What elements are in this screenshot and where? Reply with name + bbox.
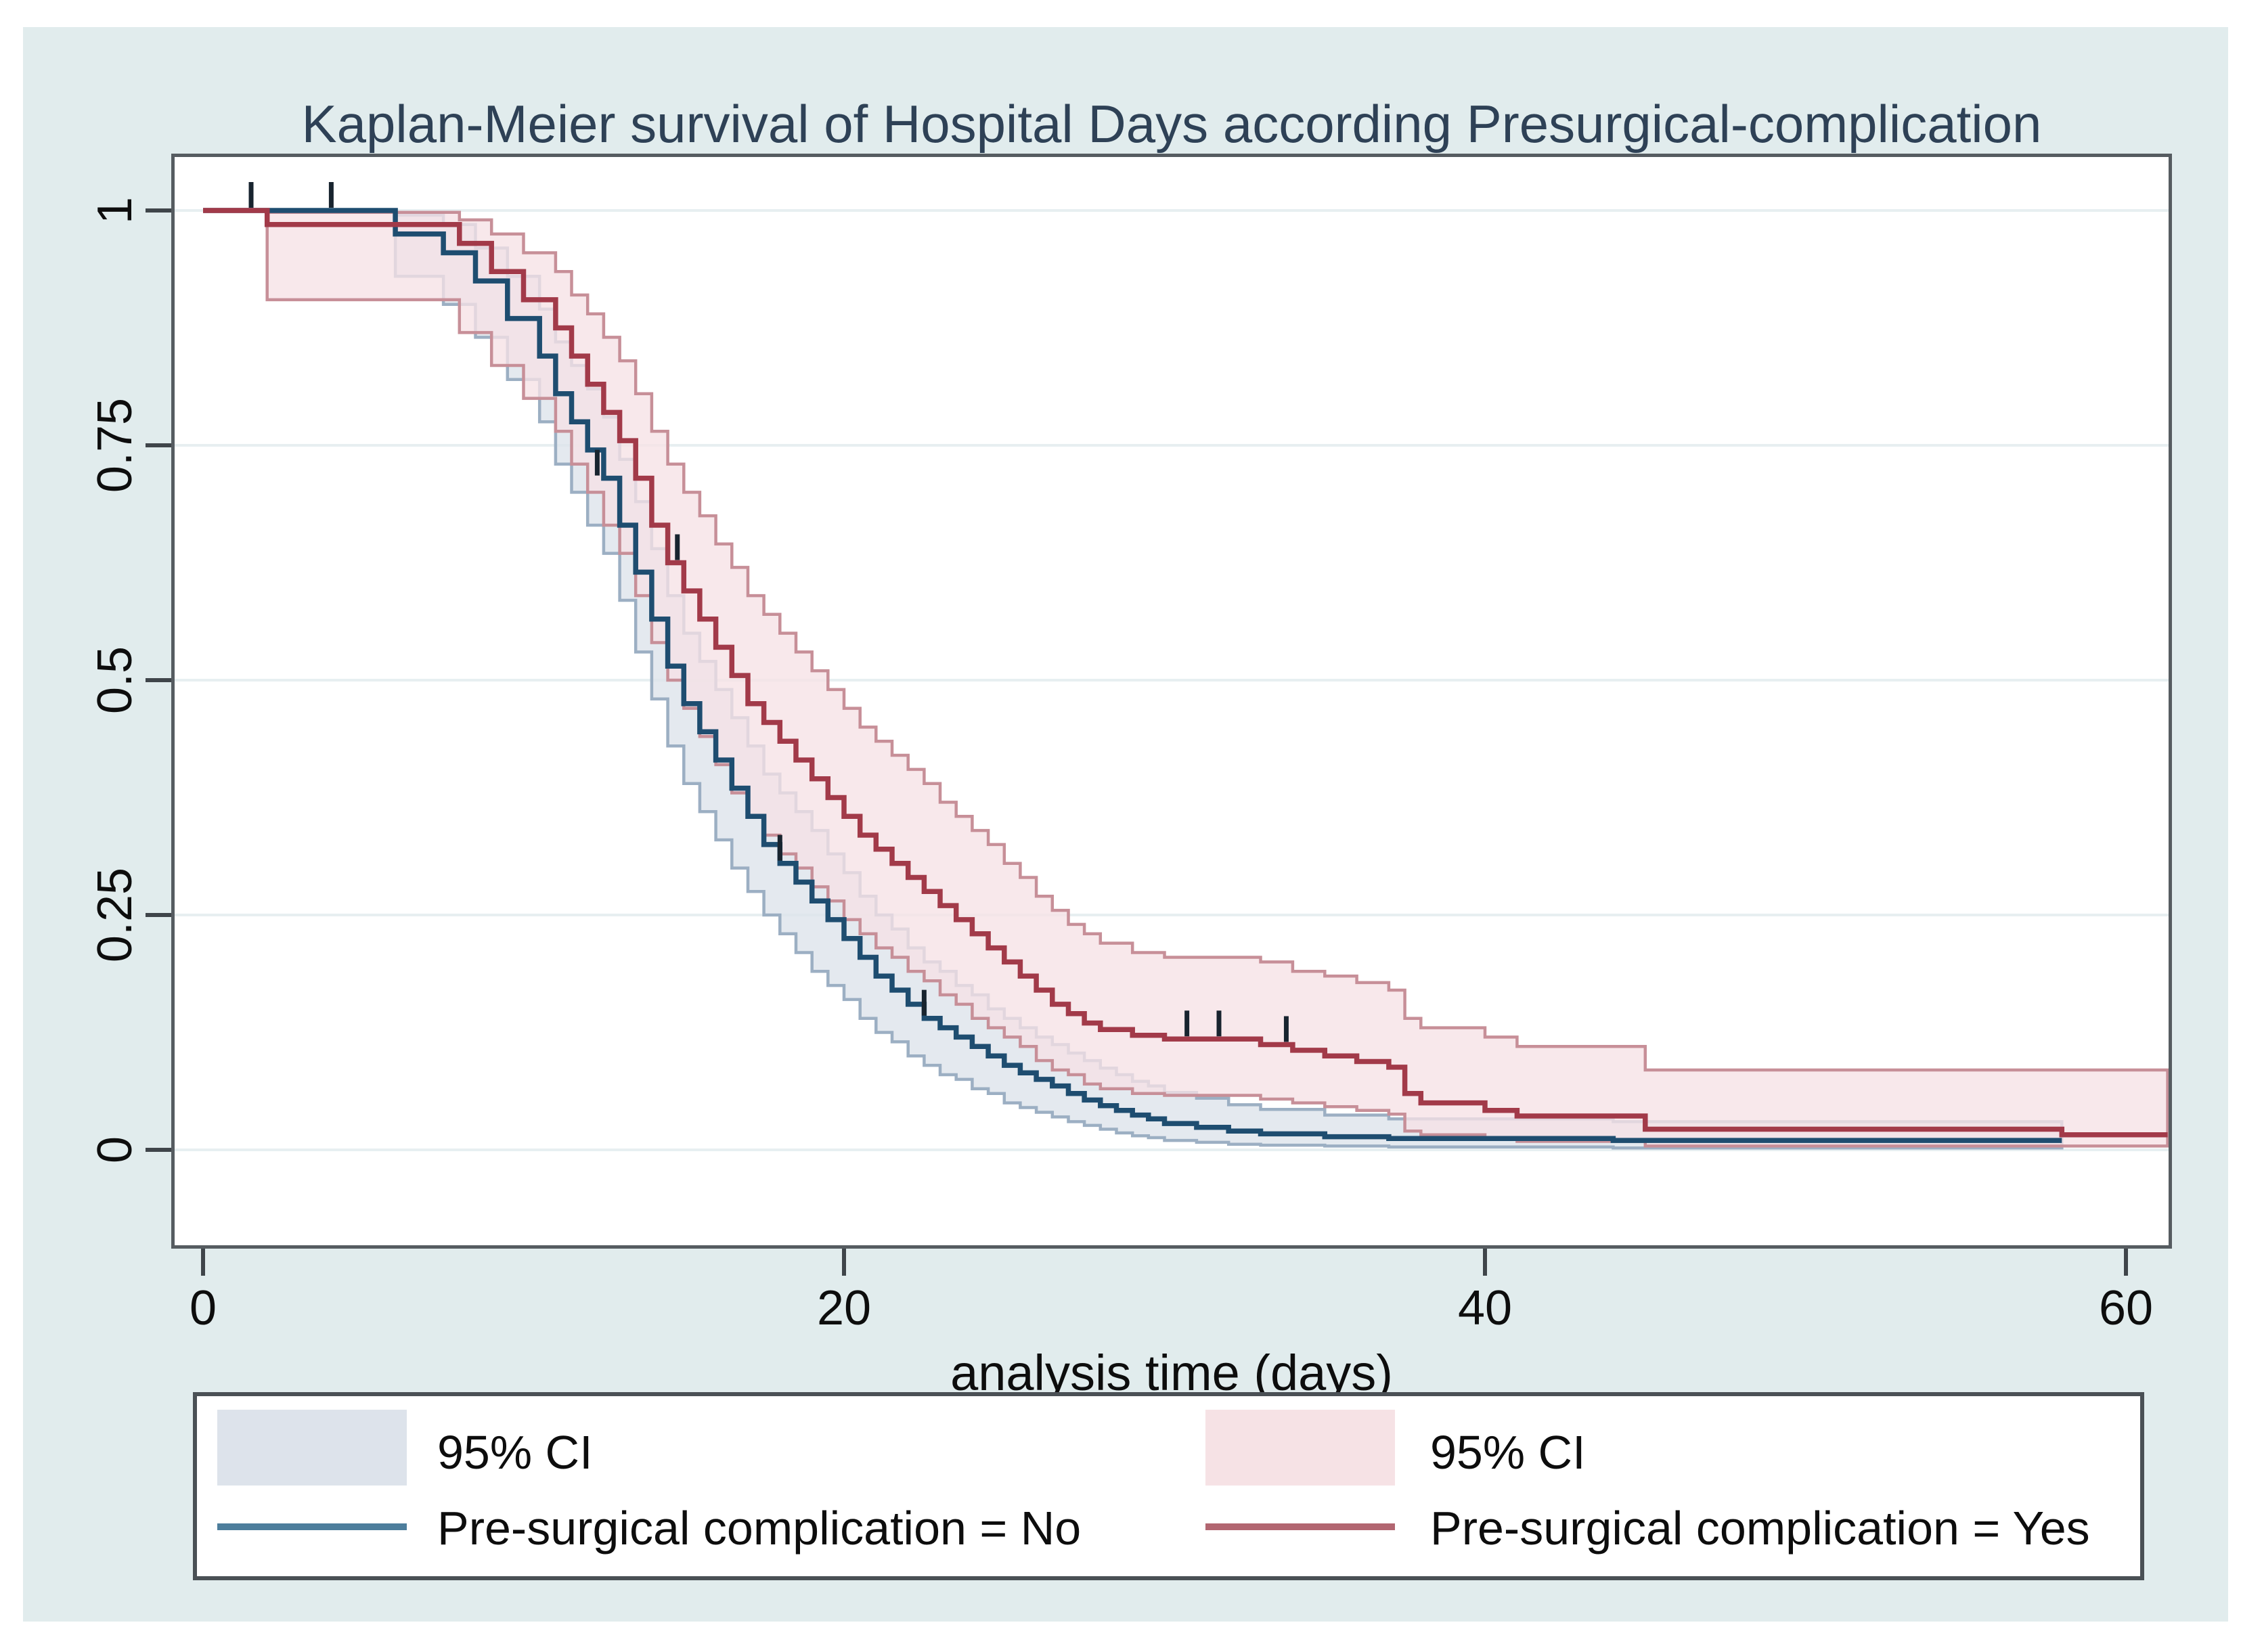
x-tick-label: 20: [816, 1281, 872, 1335]
legend-series-label-no: Pre-surgical complication = No: [437, 1502, 1082, 1555]
chart-title: Kaplan-Meier survival of Hospital Days a…: [301, 94, 2042, 154]
y-tick-label: 0: [88, 1136, 142, 1164]
y-tick-label: 0.75: [88, 397, 142, 493]
legend-series-label-yes: Pre-surgical complication = Yes: [1430, 1502, 2090, 1555]
y-gridline: [175, 1148, 2169, 1151]
x-axis-tick: [842, 1249, 846, 1276]
x-axis-tick: [201, 1249, 205, 1276]
x-tick-label: 0: [189, 1281, 217, 1335]
y-tick-label: 0.25: [88, 867, 142, 963]
y-tick-label: 1: [88, 196, 142, 225]
x-tick-label: 60: [2098, 1281, 2154, 1335]
y-gridline: [175, 914, 2169, 916]
legend-ci-swatch-no: [217, 1410, 407, 1486]
legend-ci-swatch-yes: [1205, 1410, 1395, 1486]
x-axis-tick: [1483, 1249, 1487, 1276]
legend-ci-label-no: 95% CI: [437, 1426, 593, 1479]
legend-line-swatch-yes: [1205, 1523, 1395, 1530]
y-axis-tick: [146, 913, 171, 917]
y-gridline: [175, 444, 2169, 447]
y-axis-tick: [146, 1148, 171, 1152]
y-gridline: [175, 209, 2169, 212]
y-axis-tick: [146, 443, 171, 447]
x-axis-tick: [2124, 1249, 2128, 1276]
y-tick-label: 0.5: [88, 646, 142, 715]
y-gridline: [175, 679, 2169, 682]
y-axis-tick: [146, 208, 171, 213]
legend-box: 95% CI 95% CI Pre-surgical complication …: [193, 1392, 2144, 1580]
legend-line-swatch-no: [217, 1523, 407, 1530]
legend-ci-label-yes: 95% CI: [1430, 1426, 1586, 1479]
x-axis-title: analysis time (days): [950, 1345, 1393, 1401]
plot-area: [171, 154, 2172, 1249]
y-axis-tick: [146, 678, 171, 682]
x-tick-label: 40: [1457, 1281, 1513, 1335]
